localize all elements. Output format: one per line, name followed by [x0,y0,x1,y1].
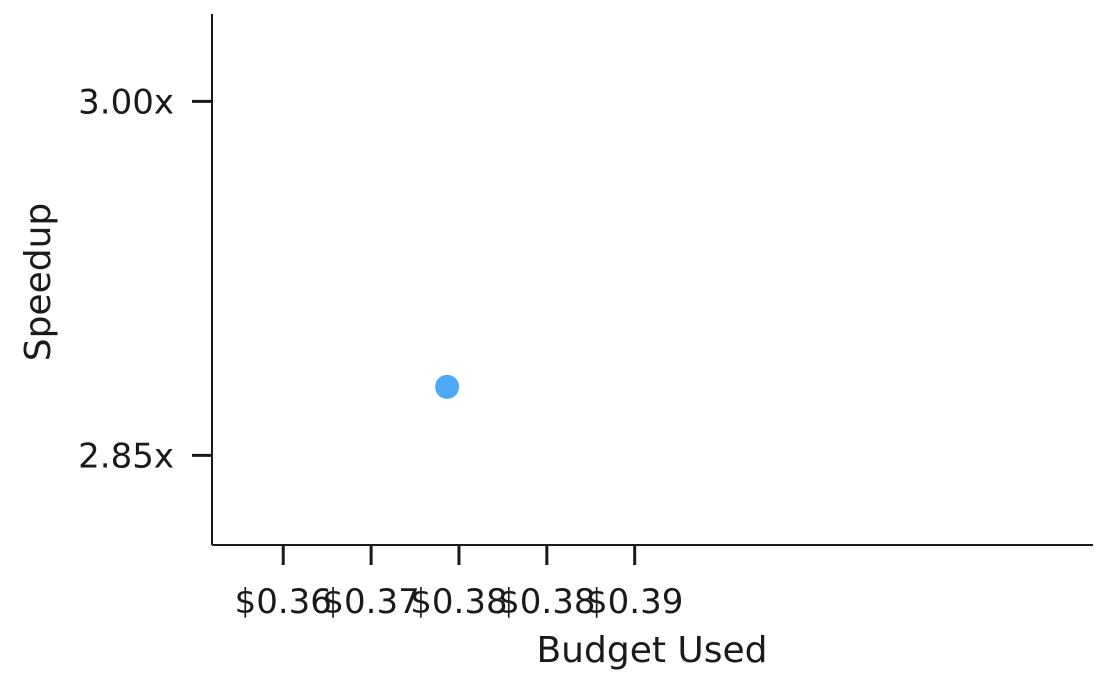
y-ticks: 3.00x 2.85x [78,82,212,476]
data-point [435,374,460,399]
axes [211,14,1093,546]
x-tick-label: $0.39 [586,582,683,622]
x-tick-label: $0.38 [410,582,507,622]
y-axis-title: Speedup [18,203,59,362]
x-tick-label: $0.37 [322,582,419,622]
x-axis-title: Budget Used [536,630,767,671]
x-tick-label: $0.38 [498,582,595,622]
x-tick-label: $0.36 [235,582,332,622]
y-tick-label: 3.00x [78,82,174,122]
y-tick-label: 2.85x [78,436,174,476]
x-ticks: $0.36$0.37$0.38$0.38$0.39 [235,545,683,622]
data-points [435,374,460,399]
